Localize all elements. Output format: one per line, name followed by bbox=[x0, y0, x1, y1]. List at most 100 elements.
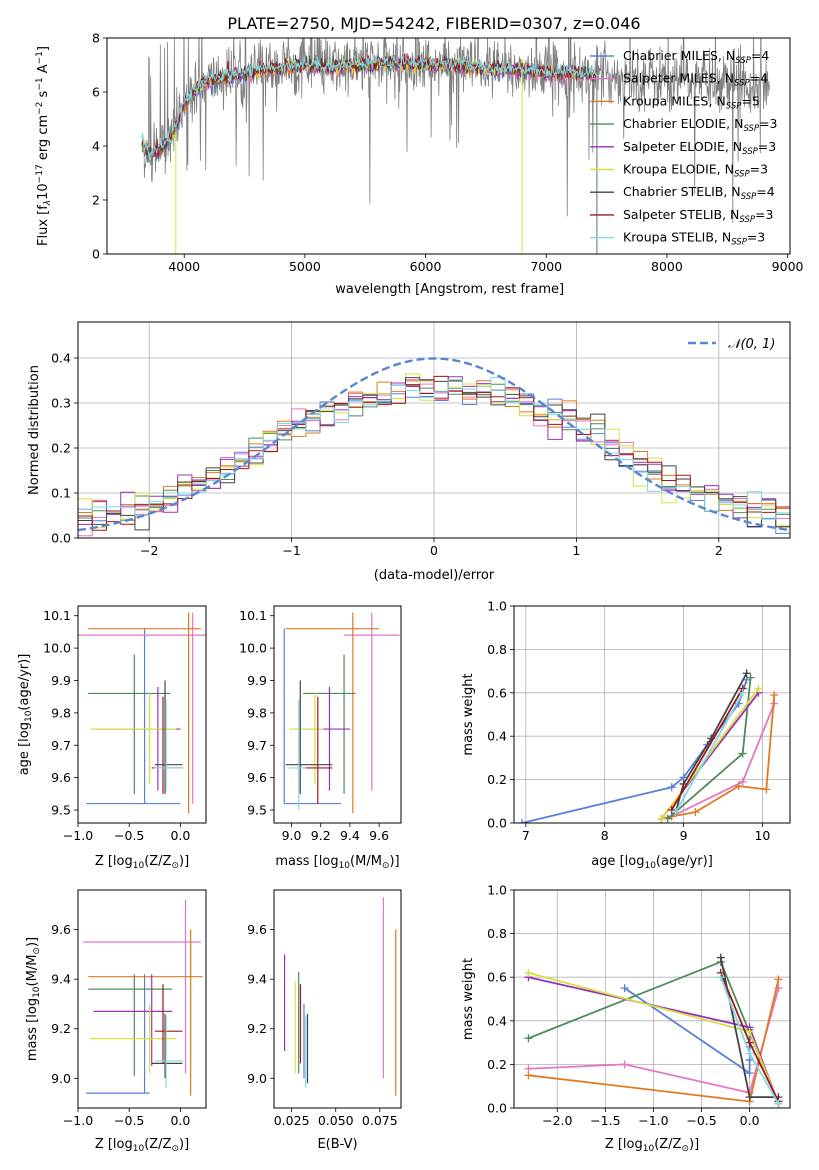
plot-area-spectrum bbox=[141, 38, 770, 254]
y-tick-label: 4 bbox=[92, 139, 100, 154]
y-tick-label: 10.1 bbox=[239, 608, 267, 623]
y-tick-label: 0.4 bbox=[487, 729, 507, 744]
axes-mass-vs-Z: −1.0 −0.5 0.0 9.0 9.2 9.4 9.6 Z [log10(Z/Z⊙)] ma… bbox=[25, 889, 207, 1154]
y-tick-label: 9.7 bbox=[247, 738, 267, 753]
legend-label-chabrier-elodie: Chabrier ELODIE, NSSP=3 bbox=[623, 116, 778, 134]
legend-label-kroupa-miles: Kroupa MILES, NSSP=5 bbox=[623, 93, 760, 111]
x-axis-label: wavelength [Angstrom, rest frame] bbox=[335, 282, 564, 297]
y-tick-label: 9.0 bbox=[51, 1071, 71, 1086]
x-tick-label: −0.5 bbox=[686, 1113, 716, 1128]
data-point-marker bbox=[620, 1060, 629, 1069]
y-tick-label: 9.9 bbox=[247, 673, 267, 688]
y-tick-label: 9.4 bbox=[51, 972, 71, 987]
y-tick-label: 6 bbox=[92, 85, 100, 100]
data-point-marker bbox=[716, 973, 725, 982]
plot-area-mass-vs-EBV bbox=[283, 897, 397, 1096]
data-point-marker bbox=[738, 749, 747, 758]
errorbar-salpeter-elodie bbox=[93, 686, 181, 791]
series-line bbox=[660, 687, 760, 820]
data-point-marker bbox=[524, 1071, 533, 1080]
y-tick-label: 0.0 bbox=[487, 816, 507, 831]
series-line bbox=[521, 679, 748, 823]
errorbar-kroupa-stelib bbox=[154, 1016, 184, 1089]
axes-spectrum: 4000 5000 6000 7000 8000 9000 0 2 4 6 8 Chabrier MI… bbox=[35, 31, 804, 298]
model-spectrum-chabrier-stelib bbox=[141, 54, 598, 254]
data-point-marker bbox=[738, 777, 747, 786]
legend-label-salpeter-miles: Salpeter MILES, NSSP=4 bbox=[623, 71, 768, 89]
errorbar-chabrier-miles bbox=[86, 628, 181, 805]
y-tick-label: 9.8 bbox=[247, 705, 267, 720]
errorbar-kroupa-elodie bbox=[90, 693, 177, 785]
data-point-marker bbox=[745, 1069, 754, 1078]
y-tick-label: 9.5 bbox=[51, 803, 71, 818]
y-tick-label: 0.3 bbox=[51, 396, 71, 411]
y-tick-label: 9.2 bbox=[51, 1021, 71, 1036]
errorbar-chabrier-stelib bbox=[285, 680, 333, 794]
y-tick-label: 0.0 bbox=[51, 531, 71, 546]
axes-weight-vs-Z: −2.0 −1.5 −1.0 −0.5 0.0 0.0 0.2 0.4 0.6 0.8 1.0 mas… bbox=[461, 883, 791, 1154]
x-tick-label: −1 bbox=[282, 543, 300, 558]
y-tick-label: 9.6 bbox=[51, 770, 71, 785]
y-tick-label: 9.6 bbox=[247, 770, 267, 785]
x-axis-label: Z [log10(Z/Z⊙)] bbox=[95, 1137, 189, 1154]
errorbar-kroupa-miles bbox=[88, 929, 203, 1096]
x-tick-label: 9 bbox=[680, 828, 688, 843]
y-tick-label: 1.0 bbox=[487, 883, 507, 898]
plot-area-mass-vs-Z bbox=[83, 899, 203, 1096]
x-tick-label: 9.4 bbox=[340, 828, 360, 843]
y-tick-label: 0.4 bbox=[487, 1013, 507, 1028]
y-tick-label: 9.5 bbox=[247, 803, 267, 818]
x-tick-label: −1.0 bbox=[638, 1113, 668, 1128]
x-axis-label: (data-model)/error bbox=[374, 568, 495, 583]
errorbar-kroupa-miles bbox=[88, 612, 201, 814]
series-kroupa-stelib bbox=[671, 688, 747, 817]
x-tick-label: 0.050 bbox=[318, 1113, 354, 1128]
legend-label-salpeter-elodie: Salpeter ELODIE, NSSP=3 bbox=[623, 139, 776, 157]
x-tick-label: 5000 bbox=[289, 259, 321, 274]
x-tick-label: 0.0 bbox=[170, 828, 190, 843]
data-point-marker bbox=[774, 975, 783, 984]
data-point-marker bbox=[691, 808, 700, 817]
data-point-marker bbox=[745, 1049, 754, 1058]
plot-area-age-vs-Z bbox=[78, 612, 206, 814]
y-tick-label: 10.0 bbox=[239, 641, 267, 656]
x-tick-label: −1.0 bbox=[63, 1113, 93, 1128]
axes-frame bbox=[273, 605, 402, 824]
x-tick-label: 8000 bbox=[651, 259, 683, 274]
data-point-marker bbox=[667, 783, 676, 792]
y-tick-label: 0.1 bbox=[51, 486, 71, 501]
x-tick-label: −1.0 bbox=[63, 828, 93, 843]
plot-area-weight-vs-age bbox=[517, 669, 779, 823]
y-tick-label: 9.7 bbox=[51, 738, 71, 753]
errorbar-salpeter-elodie bbox=[306, 686, 350, 791]
y-tick-label: 9.6 bbox=[247, 922, 267, 937]
y-tick-label: 0.6 bbox=[487, 970, 507, 985]
series-line bbox=[674, 692, 744, 813]
y-axis-label: mass weight bbox=[461, 958, 476, 1040]
x-tick-label: 0.0 bbox=[740, 1113, 760, 1128]
y-tick-label: 10.0 bbox=[43, 641, 71, 656]
x-tick-label: 9.2 bbox=[311, 828, 331, 843]
errorbar-salpeter-miles bbox=[83, 899, 201, 1074]
series-line bbox=[670, 688, 744, 811]
spectrum-legend: Chabrier MILES, NSSP=4 Salpeter MILES, NS… bbox=[590, 48, 778, 248]
plot-area-weight-vs-Z bbox=[524, 953, 783, 1108]
axes-frame bbox=[513, 605, 791, 824]
axes-frame bbox=[77, 605, 207, 824]
series-salpeter-stelib bbox=[716, 968, 783, 1106]
axes-frame bbox=[77, 889, 207, 1109]
errorbar-chabrier-miles bbox=[283, 628, 342, 805]
x-tick-label: 7000 bbox=[530, 259, 562, 274]
y-axis-label: mass weight bbox=[461, 673, 476, 755]
y-tick-label: 2 bbox=[92, 193, 100, 208]
series-line bbox=[624, 987, 751, 1075]
y-tick-label: 0.2 bbox=[487, 1057, 507, 1072]
x-tick-label: −0.5 bbox=[114, 828, 144, 843]
data-point-marker bbox=[762, 785, 771, 794]
legend-label-chabrier-miles: Chabrier MILES, NSSP=4 bbox=[623, 48, 769, 66]
data-point-marker bbox=[745, 1038, 754, 1047]
y-tick-label: 10.1 bbox=[43, 608, 71, 623]
axes-frame bbox=[273, 889, 402, 1109]
errorbar-chabrier-elodie bbox=[88, 654, 171, 794]
